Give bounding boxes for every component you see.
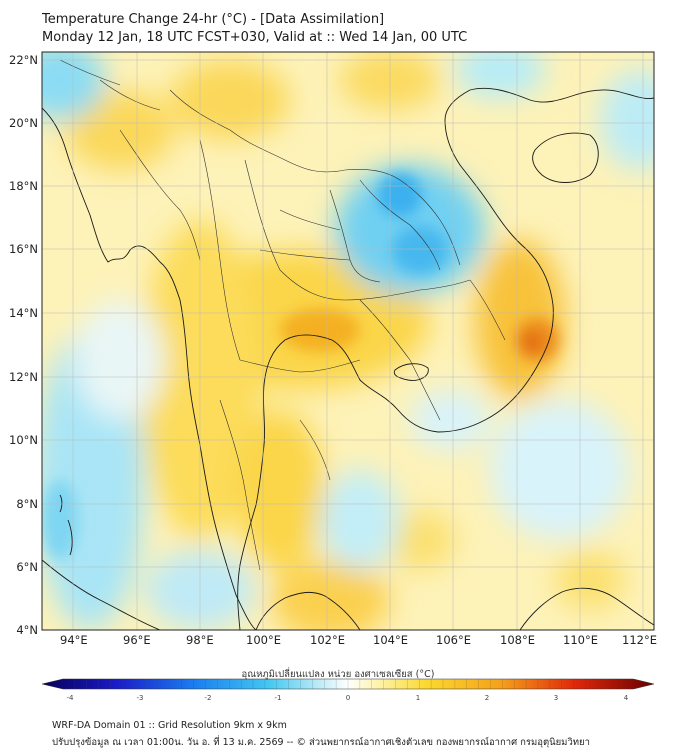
colorbar-tick-label: -4: [66, 694, 74, 702]
lon-label: 102°E: [310, 633, 345, 647]
colorbar-tick-label: -3: [136, 694, 144, 702]
lat-label: 14°N: [9, 306, 38, 320]
colorbar-tick-label: 4: [623, 694, 629, 702]
colorbar-tick-label: 3: [553, 694, 559, 702]
map-subtitle: Monday 12 Jan, 18 UTC FCST+030, Valid at…: [42, 30, 468, 45]
lon-label: 98°E: [186, 633, 214, 647]
lon-label: 110°E: [563, 633, 598, 647]
lat-label: 16°N: [9, 242, 38, 256]
plot-frame: [41, 51, 655, 631]
lon-label: 94°E: [60, 633, 88, 647]
lon-label: 100°E: [246, 633, 281, 647]
lon-label: 108°E: [500, 633, 535, 647]
lat-label: 12°N: [9, 370, 38, 384]
map-title: Temperature Change 24-hr (°C) - [Data As…: [42, 12, 385, 27]
lat-label: 20°N: [9, 116, 38, 130]
colorbar-label: อุณหภูมิเปลี่ยนแปลง หน่วย องศาเซลเซียส (…: [241, 669, 435, 680]
admin-boundaries: [59, 59, 506, 571]
colorbar-tick-label: 0: [345, 694, 351, 702]
lon-label: 96°E: [123, 633, 151, 647]
colorbar-tick-label: 1: [415, 694, 421, 702]
colorbar-tick-label: 2: [484, 694, 490, 702]
colorbar-tick-label: -1: [274, 694, 282, 702]
lat-label: 10°N: [9, 433, 38, 447]
colorbar-gradient: [41, 678, 655, 690]
footer-credit: ปรับปรุงข้อมูล ณ เวลา 01:00น. วัน อ. ที่…: [52, 737, 590, 748]
temperature-field: [42, 52, 654, 630]
colorbar: [41, 678, 655, 690]
lat-label: 8°N: [16, 497, 38, 511]
lon-label: 104°E: [373, 633, 408, 647]
lat-label: 22°N: [9, 53, 38, 67]
lat-label: 4°N: [16, 623, 38, 637]
colorbar-tick-label: -2: [204, 694, 212, 702]
lat-label: 18°N: [9, 179, 38, 193]
graticule: [42, 52, 654, 630]
lon-label: 106°E: [436, 633, 471, 647]
lon-label: 112°E: [622, 633, 657, 647]
lat-label: 6°N: [16, 560, 38, 574]
footer-model-info: WRF-DA Domain 01 :: Grid Resolution 9km …: [52, 720, 287, 731]
